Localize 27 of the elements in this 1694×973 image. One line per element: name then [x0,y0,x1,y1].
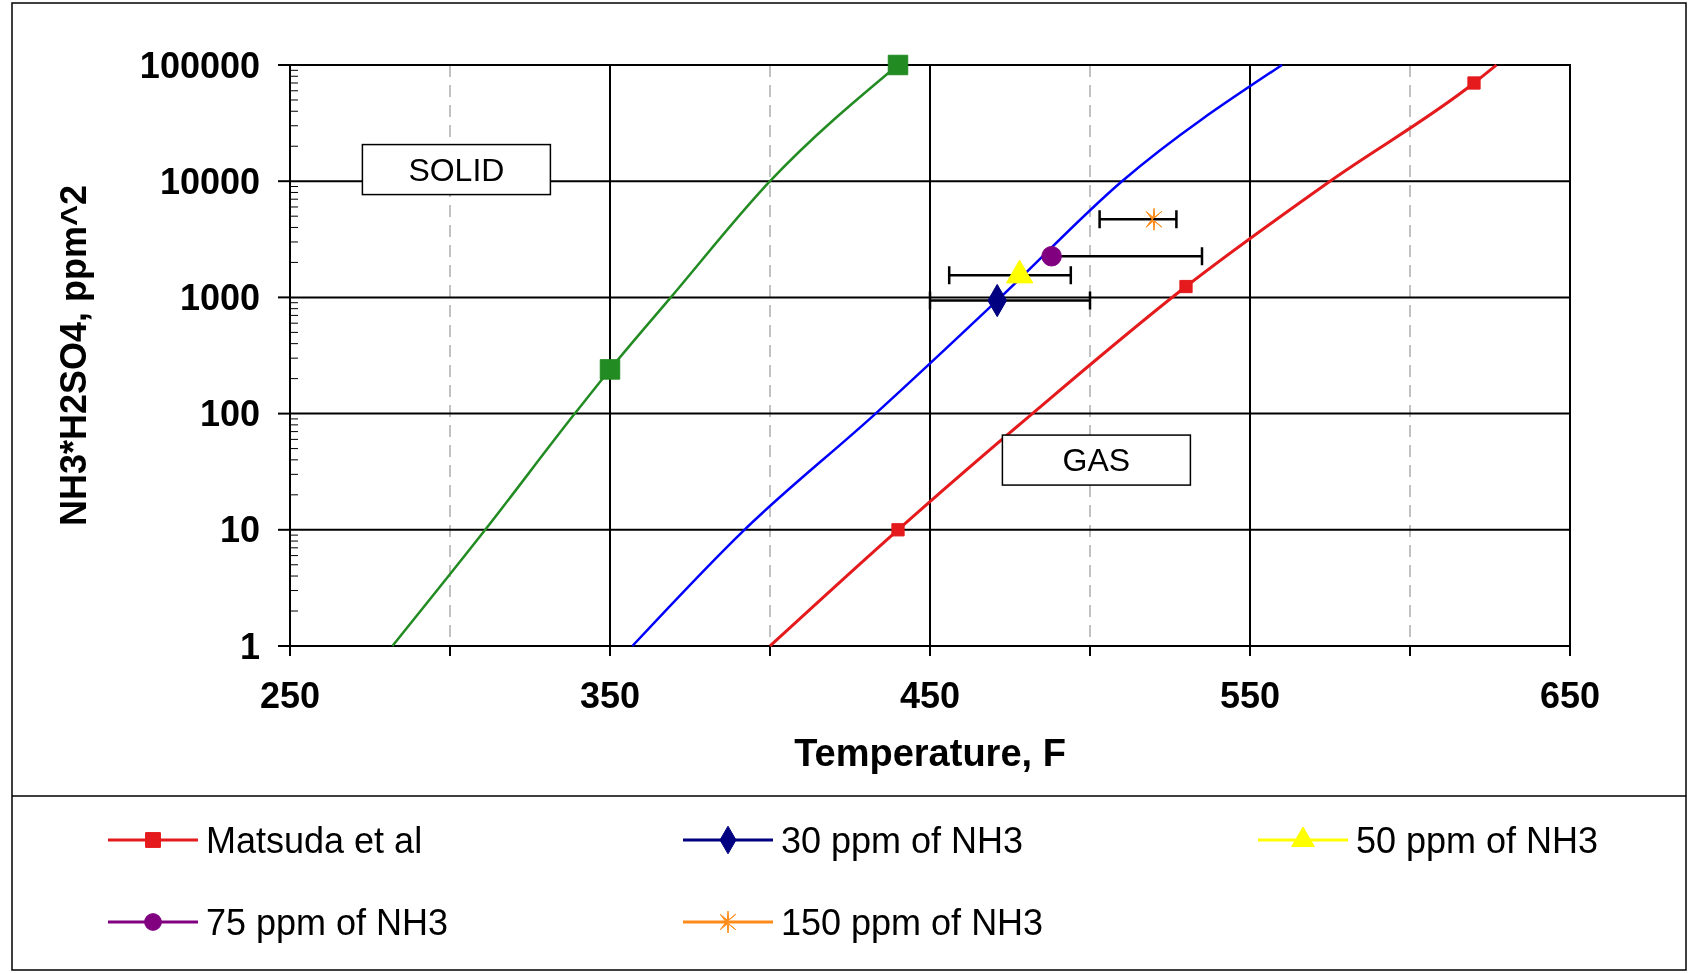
y-tick-label: 10000 [159,160,260,202]
x-tick-label: 350 [579,675,641,716]
y-tick-label: 100 [199,393,260,435]
point [599,359,621,380]
legend-label: 75 ppm of NH3 [206,901,449,943]
x-tick-label: 250 [259,675,321,716]
point [1041,246,1062,267]
point [1145,207,1163,231]
x-tick-label: 550 [1219,675,1281,716]
legend-label: 50 ppm of NH3 [1356,819,1599,861]
x-axis-title: Temperature, F [794,732,1066,774]
point [891,523,905,537]
x-tick-label: 450 [899,675,961,716]
annotation: SOLID [408,151,505,188]
y-tick-label: 10 [219,509,260,551]
point [1179,279,1193,294]
annotation: GAS [1062,442,1131,479]
legend-label: Matsuda et al [206,819,423,861]
legend-label: 150 ppm of NH3 [781,901,1044,943]
y-tick-label: 1000 [179,277,260,318]
y-axis-title: NH3*H2SO4, ppm^2 [53,184,94,527]
x-tick-label: 650 [1539,675,1601,716]
point [887,54,909,76]
legend-label: 30 ppm of NH3 [781,819,1024,861]
y-tick-label: 100000 [139,44,260,86]
point [1467,76,1481,90]
y-tick-label: 1 [239,625,260,667]
